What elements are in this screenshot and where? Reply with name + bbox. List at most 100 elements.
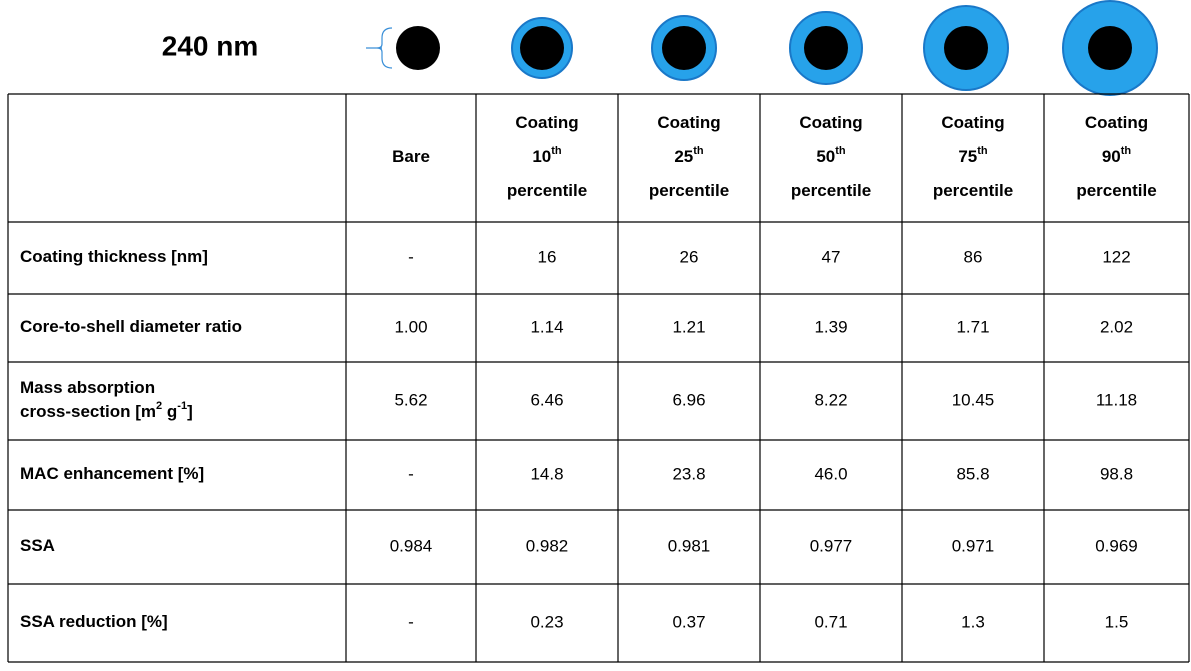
cell-value: 1.14 — [530, 317, 563, 336]
cell-value: 0.971 — [952, 536, 995, 555]
text-segment: Bare — [392, 147, 430, 166]
cell-value: 98.8 — [1100, 464, 1133, 483]
text-segment: Coating — [799, 113, 862, 132]
column-header: 25th — [674, 145, 704, 167]
row-label: SSA — [20, 536, 55, 555]
particle-core — [520, 26, 564, 70]
column-header: percentile — [933, 181, 1013, 200]
particle-core — [804, 26, 848, 70]
cell-value: - — [408, 247, 414, 266]
column-header: Coating — [799, 113, 862, 132]
row-label: Coating thickness [nm] — [20, 247, 208, 266]
text-segment: cross-section [m — [20, 402, 156, 421]
column-header: Coating — [1085, 113, 1148, 132]
cell-value: 0.969 — [1095, 536, 1138, 555]
text-segment: percentile — [507, 181, 587, 200]
coated-particles — [511, 0, 1158, 96]
column-header: Bare — [392, 147, 430, 166]
text-segment: 25 — [674, 147, 693, 166]
cell-value: 86 — [964, 247, 983, 266]
cell-value: 0.977 — [810, 536, 853, 555]
cell-value: 2.02 — [1100, 317, 1133, 336]
text-segment: Coating — [941, 113, 1004, 132]
text-segment: ] — [187, 402, 193, 421]
column-header: 90th — [1102, 145, 1132, 167]
cell-value: - — [408, 612, 414, 631]
particle-core — [1088, 26, 1132, 70]
row-label: Mass absorption — [20, 378, 155, 397]
column-header: percentile — [1076, 181, 1156, 200]
text-segment: Mass absorption — [20, 378, 155, 397]
cell-value: 10.45 — [952, 390, 995, 409]
cell-value: 23.8 — [672, 464, 705, 483]
text-segment: percentile — [791, 181, 871, 200]
cell-value: 1.3 — [961, 612, 985, 631]
text-segment: 75 — [958, 147, 977, 166]
cell-value: 85.8 — [956, 464, 989, 483]
text-segment: Core-to-shell diameter ratio — [20, 317, 242, 336]
column-header: percentile — [649, 181, 729, 200]
column-header: Coating — [515, 113, 578, 132]
cell-value: 1.39 — [814, 317, 847, 336]
text-segment: percentile — [649, 181, 729, 200]
column-header: percentile — [507, 181, 587, 200]
cell-value: 0.71 — [814, 612, 847, 631]
text-segment: 10 — [532, 147, 551, 166]
column-header: 10th — [532, 145, 562, 167]
cell-value: - — [408, 464, 414, 483]
text-segment: percentile — [933, 181, 1013, 200]
text-segment: Coating — [1085, 113, 1148, 132]
column-header: percentile — [791, 181, 871, 200]
text-segment: 50 — [816, 147, 835, 166]
superscript: th — [693, 145, 704, 157]
row-label: cross-section [m2 g-1] — [20, 400, 193, 422]
superscript: 2 — [156, 400, 162, 412]
column-header: 75th — [958, 145, 988, 167]
cell-value: 0.982 — [526, 536, 569, 555]
size-label: 240 nm — [162, 30, 259, 61]
text-segment: Coating — [657, 113, 720, 132]
cell-value: 0.981 — [668, 536, 711, 555]
cell-value: 5.62 — [394, 390, 427, 409]
superscript: th — [835, 145, 846, 157]
table-grid — [7, 93, 1190, 663]
cell-value: 14.8 — [530, 464, 563, 483]
cell-value: 0.23 — [530, 612, 563, 631]
cell-value: 47 — [822, 247, 841, 266]
text-segment: SSA — [20, 536, 55, 555]
superscript: th — [1121, 145, 1132, 157]
cell-value: 11.18 — [1096, 390, 1137, 409]
column-header: 50th — [816, 145, 846, 167]
row-label: Core-to-shell diameter ratio — [20, 317, 242, 336]
cell-value: 1.00 — [394, 317, 427, 336]
cell-value: 16 — [538, 247, 557, 266]
cell-value: 26 — [680, 247, 699, 266]
superscript: th — [551, 145, 562, 157]
column-header: Coating — [941, 113, 1004, 132]
text-segment: Coating thickness [nm] — [20, 247, 208, 266]
table: BareCoating10thpercentileCoating25thperc… — [20, 113, 1157, 631]
text-segment: MAC enhancement [%] — [20, 464, 204, 483]
cell-value: 1.71 — [956, 317, 989, 336]
cell-value: 6.96 — [672, 390, 705, 409]
cell-value: 8.22 — [814, 390, 847, 409]
cell-value: 6.46 — [530, 390, 563, 409]
cell-value: 46.0 — [814, 464, 847, 483]
row-label: SSA reduction [%] — [20, 612, 168, 631]
brace — [366, 27, 393, 69]
bare-particle — [396, 26, 440, 70]
text-segment: SSA reduction [%] — [20, 612, 168, 631]
cell-value: 0.37 — [672, 612, 705, 631]
particle-core — [944, 26, 988, 70]
superscript: -1 — [177, 400, 187, 412]
particle-core — [662, 26, 706, 70]
text-segment: Coating — [515, 113, 578, 132]
cell-value: 0.984 — [390, 536, 433, 555]
superscript: th — [977, 145, 988, 157]
cell-value: 122 — [1102, 247, 1130, 266]
text-segment: percentile — [1076, 181, 1156, 200]
text-segment: g — [162, 402, 177, 421]
cell-value: 1.21 — [672, 317, 705, 336]
cell-value: 1.5 — [1105, 612, 1129, 631]
